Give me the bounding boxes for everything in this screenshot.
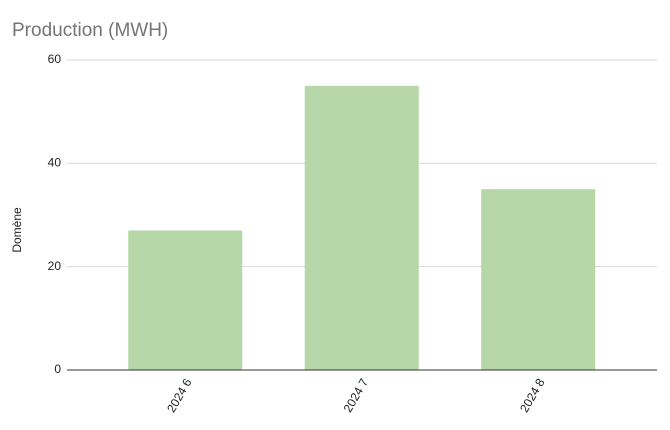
bar	[128, 230, 243, 370]
y-tick-label: 60	[48, 52, 62, 66]
x-tick-label: 2024 6	[164, 376, 195, 415]
x-tick-label: 2024 7	[341, 376, 372, 415]
y-tick-label: 40	[48, 156, 62, 170]
bar	[481, 189, 596, 370]
y-tick-label: 20	[48, 259, 62, 273]
chart-title: Production (MWH)	[12, 20, 168, 41]
x-tick-label: 2024 8	[517, 376, 548, 415]
y-axis-label: Domène	[10, 207, 24, 253]
y-tick-label: 0	[54, 362, 61, 376]
bar	[304, 85, 419, 370]
